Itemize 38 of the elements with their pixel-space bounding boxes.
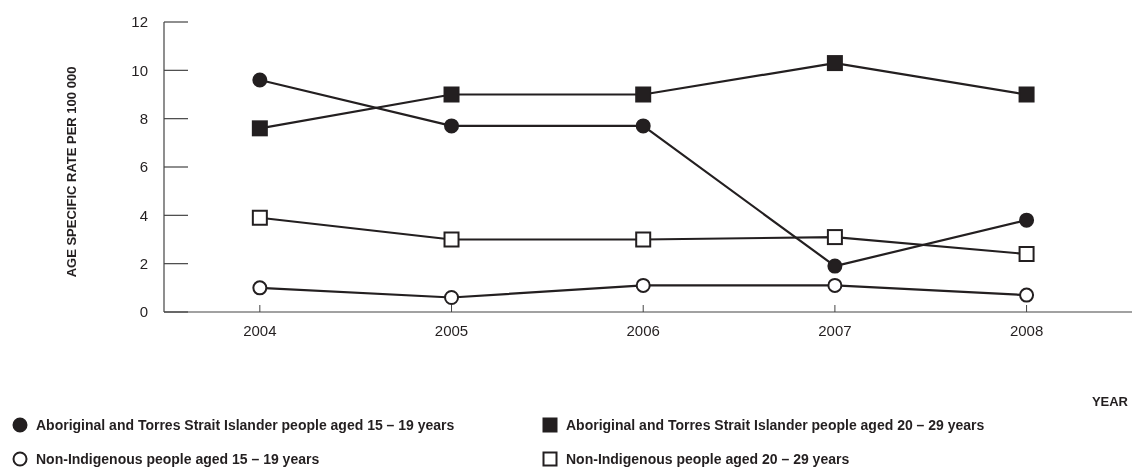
point — [251, 209, 268, 226]
point — [252, 72, 268, 88]
point — [635, 86, 652, 103]
y-tick-label: 4 — [139, 206, 148, 224]
point — [443, 231, 460, 248]
point — [635, 231, 652, 248]
legend-label: Non-Indigenous people aged 15 – 19 years — [36, 450, 320, 467]
point — [635, 277, 651, 293]
point — [251, 120, 268, 137]
point — [444, 118, 460, 134]
point — [1019, 287, 1035, 303]
point — [252, 280, 268, 296]
point — [826, 55, 843, 72]
y-tick-label: 2 — [139, 254, 148, 272]
point — [826, 229, 843, 246]
y-tick-label: 10 — [131, 61, 148, 79]
y-tick-label: 0 — [139, 303, 148, 321]
x-tick-label: 2008 — [1009, 322, 1044, 339]
legend-label: Aboriginal and Torres Strait Islander people aged 15 – 19 years — [36, 416, 455, 433]
point — [827, 277, 843, 293]
y-tick-label: 8 — [139, 109, 148, 127]
legend-label: Aboriginal and Torres Strait Islander people aged 20 – 29 years — [566, 416, 985, 433]
legend-label: Non-Indigenous people aged 20 – 29 years — [566, 450, 850, 467]
point — [1018, 246, 1035, 262]
point — [444, 290, 460, 305]
point — [1019, 212, 1035, 228]
x-tick-label: 2005 — [434, 322, 469, 339]
x-tick-label: 2004 — [243, 322, 277, 339]
x-axis-title: YEAR — [1091, 394, 1129, 409]
point — [1018, 86, 1035, 103]
point — [443, 86, 460, 103]
x-tick-label: 2006 — [626, 322, 660, 339]
y-tick-label: 12 — [131, 13, 148, 31]
y-axis-title: AGE SPECIFIC RATE PER 100 000 — [64, 66, 79, 278]
point — [635, 118, 651, 134]
x-tick-label: 2007 — [818, 322, 852, 339]
point — [827, 258, 843, 274]
y-tick-label: 6 — [139, 158, 148, 176]
